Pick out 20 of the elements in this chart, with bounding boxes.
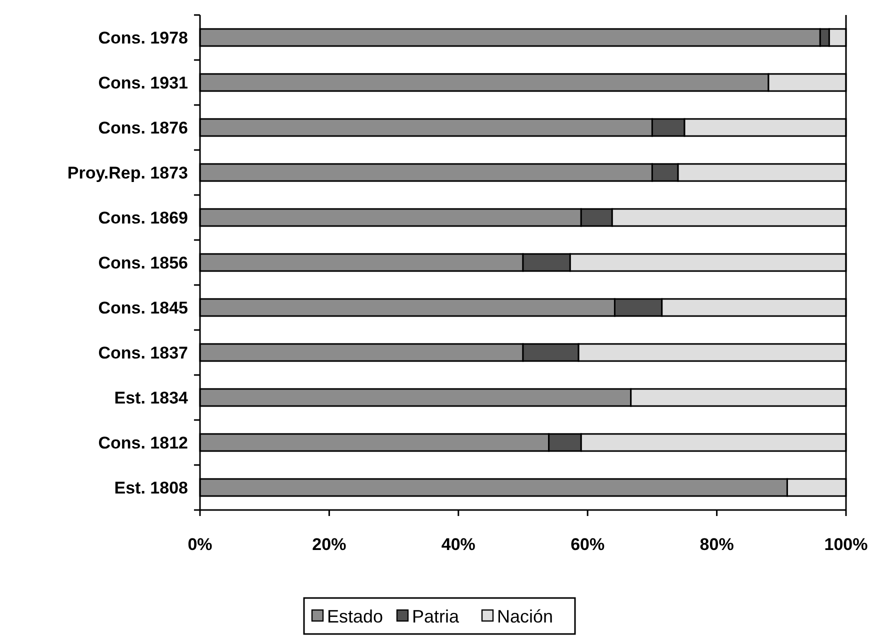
y-tick-label: Cons. 1869 [98, 208, 188, 228]
x-tick-label: 60% [570, 535, 605, 554]
y-tick-label: Cons. 1837 [98, 343, 188, 362]
y-tick-label: Est. 1808 [114, 478, 188, 498]
y-tick-label: Cons. 1876 [98, 118, 188, 138]
y-tick-label: Proy.Rep. 1873 [67, 163, 188, 182]
y-tick-label: Cons. 1931 [98, 73, 188, 92]
y-tick-label: Cons. 1978 [98, 28, 188, 48]
y-tick-label: Est. 1834 [114, 388, 189, 408]
x-tick-label: 20% [312, 535, 346, 554]
x-tick-label: 40% [441, 535, 476, 554]
legend-label: Patria [412, 606, 460, 626]
y-tick-label: Cons. 1812 [98, 433, 188, 452]
y-tick-label: Cons. 1845 [98, 298, 188, 318]
x-tick-label: 100% [824, 535, 868, 554]
y-tick-label: Cons. 1856 [98, 253, 188, 272]
x-tick-label: 80% [700, 535, 734, 554]
legend-label: Nación [497, 606, 554, 626]
x-tick-label: 0% [188, 535, 212, 554]
legend-label: Estado [327, 606, 384, 626]
